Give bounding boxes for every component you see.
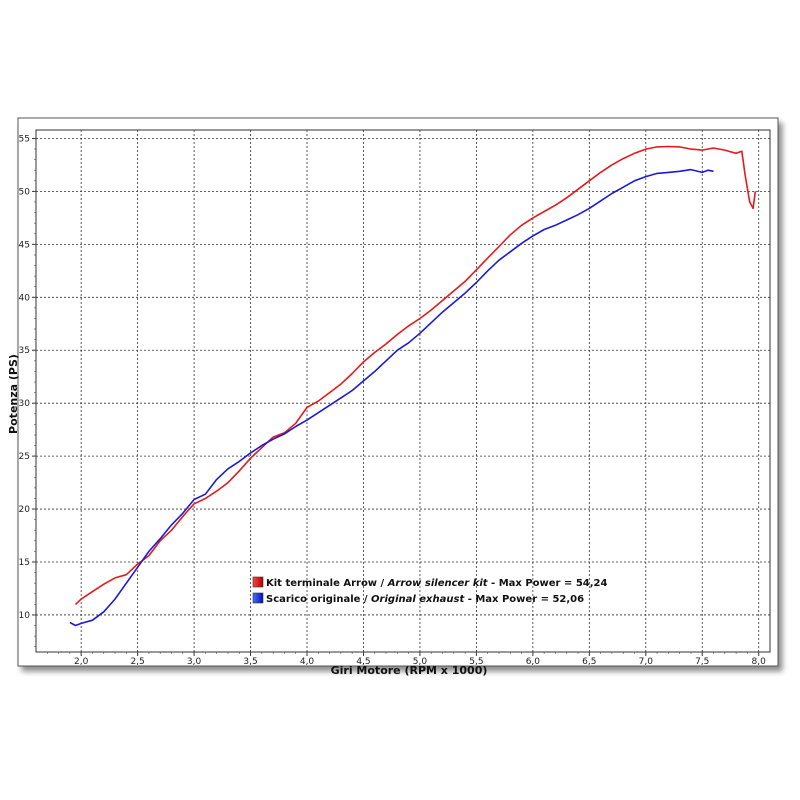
x-tick-label: 7,5 (695, 657, 709, 667)
x-tick-label: 8,0 (752, 657, 767, 667)
x-tick-label: 4,0 (300, 657, 315, 667)
series-line-original-exhaust (69, 168, 714, 627)
y-tick-label: 25 (19, 452, 30, 462)
y-tick-label: 15 (19, 558, 30, 568)
x-tick-label: 2,5 (130, 657, 144, 667)
legend-label: Scarico originale / Original exhaust - M… (266, 594, 584, 605)
series-line-arrow-kit (74, 145, 757, 605)
y-tick-label: 50 (19, 187, 31, 197)
plot-area-border (35, 129, 771, 653)
legend-series-name-en: Original exhaust (371, 594, 465, 605)
series-layer (69, 145, 757, 627)
y-tick-label: 35 (19, 346, 30, 356)
y-tick-label: 45 (19, 240, 30, 250)
legend-max-power: - Max Power = 52,06 (464, 594, 584, 605)
y-axis-title: Potenza (PS) (7, 354, 20, 434)
y-tick-label: 20 (19, 505, 31, 515)
legend: Kit terminale Arrow / Arrow silencer kit… (252, 576, 607, 605)
y-tick-label: 55 (19, 134, 30, 144)
x-tick-label: 5,5 (469, 657, 483, 667)
x-tick-label: 3,0 (187, 657, 202, 667)
y-tick-label: 30 (19, 399, 31, 409)
legend-series-name: Scarico originale (266, 594, 361, 605)
x-tick-label: 3,5 (243, 657, 257, 667)
x-tick-label: 6,5 (582, 657, 596, 667)
legend-entry-arrow-kit: Kit terminale Arrow / Arrow silencer kit… (252, 576, 607, 589)
x-axis-title: Giri Motore (RPM x 1000) (331, 664, 488, 677)
legend-series-name: Kit terminale Arrow (266, 578, 377, 589)
legend-label: Kit terminale Arrow / Arrow silencer kit… (266, 578, 607, 589)
x-tick-label: 7,0 (639, 657, 654, 667)
x-tick-label: 5,0 (413, 657, 428, 667)
y-tick-label: 10 (19, 611, 31, 621)
legend-entry-original-exhaust: Scarico originale / Original exhaust - M… (252, 592, 584, 605)
axes (32, 129, 771, 656)
legend-swatch (252, 592, 264, 604)
x-tick-label: 2,0 (74, 657, 89, 667)
legend-separator: / (377, 578, 388, 589)
legend-separator: / (360, 594, 371, 605)
legend-swatch (252, 576, 264, 588)
tick-labels: 2,0 2,5 3,0 3,5 4,0 4,5 5,0 5,5 6,0 6,5 7,0 7,5 8,0 1… (19, 134, 767, 667)
x-tick-label: 6,0 (526, 657, 541, 667)
chart-panel (17, 117, 779, 667)
grid (36, 130, 770, 652)
legend-max-power: - Max Power = 54,24 (488, 578, 608, 589)
y-tick-label: 40 (19, 293, 31, 303)
legend-series-name-en: Arrow silencer kit (387, 578, 489, 589)
x-tick-label: 4,5 (356, 657, 370, 667)
